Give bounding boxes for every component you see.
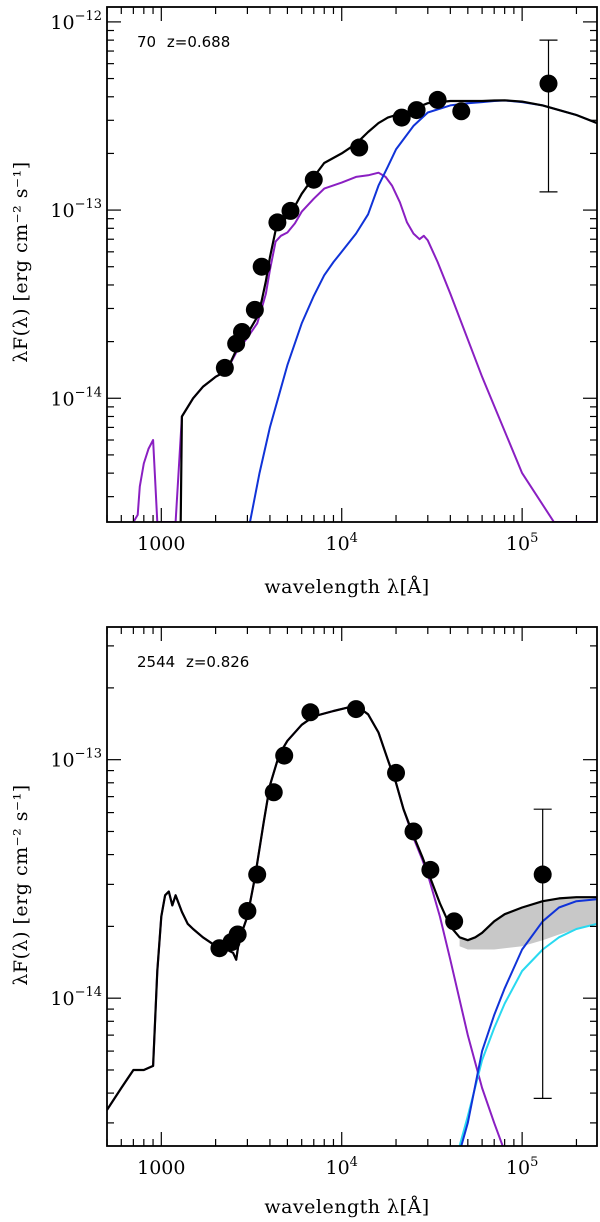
series-total-line <box>179 99 597 522</box>
x-tick-label: 1000 <box>137 1157 185 1179</box>
x-tick-label: 104 <box>325 531 357 555</box>
y-axis-title: λF(λ) [erg cm⁻² s⁻¹] <box>10 784 32 985</box>
plot-frame <box>106 626 598 1147</box>
data-point <box>228 925 247 944</box>
data-point <box>268 213 287 232</box>
data-point <box>275 746 294 765</box>
redshift: z=0.688 <box>167 33 230 51</box>
data-point <box>452 102 471 121</box>
x-tick-label: 105 <box>506 1155 538 1179</box>
series-host-galaxy-line <box>132 171 597 522</box>
y-tick-label: 10−14 <box>50 385 102 410</box>
series-torus-band-lower-line <box>458 922 597 1146</box>
x-tick-label: 105 <box>506 531 538 555</box>
data-point <box>533 865 552 884</box>
data-point <box>539 74 558 93</box>
x-tick-label: 1000 <box>137 533 185 555</box>
series-host-galaxy-line <box>107 706 504 1146</box>
x-axis-title: wavelength λ[Å] <box>264 576 429 598</box>
panel-label: 70 z=0.688 <box>137 33 230 51</box>
plot-frame <box>106 6 598 523</box>
data-point <box>301 703 320 722</box>
torus-uncertainty-band <box>459 897 597 950</box>
data-point <box>428 90 447 109</box>
data-point <box>445 912 464 931</box>
sed-panel-70: 1000 104 105 10−14 10−13 10−12 70 z=0.688 wav… <box>10 6 598 598</box>
data-point <box>238 902 257 921</box>
object-id: 2544 <box>137 653 175 671</box>
x-axis-title: wavelength λ[Å] <box>264 1196 429 1218</box>
data-point <box>304 170 323 189</box>
data-point <box>281 201 300 220</box>
series-total-line <box>107 706 597 1111</box>
x-tick-label: 104 <box>325 1155 357 1179</box>
y-tick-label: 10−13 <box>50 747 102 772</box>
data-point <box>350 138 369 157</box>
data-point <box>245 300 264 319</box>
series-torus-line <box>460 898 597 1146</box>
data-point <box>387 763 406 782</box>
series-torus-line <box>249 99 597 522</box>
photometry-points <box>210 700 552 1100</box>
y-tick-label: 10−13 <box>50 197 102 222</box>
photometry-points <box>215 39 558 377</box>
data-point <box>232 322 251 341</box>
data-point <box>404 822 423 841</box>
redshift: z=0.826 <box>186 653 249 671</box>
data-point <box>407 101 426 120</box>
object-id: 70 <box>137 33 156 51</box>
panel-label: 2544 z=0.826 <box>137 653 249 671</box>
y-tick-label: 10−12 <box>50 9 102 34</box>
data-point <box>215 358 234 377</box>
data-point <box>392 108 411 127</box>
data-point <box>347 700 366 719</box>
sed-panel-2544: 1000 104 105 10−14 10−13 2544 z=0.826 wavele… <box>10 626 598 1218</box>
data-point <box>248 865 267 884</box>
y-tick-label: 10−14 <box>50 985 102 1010</box>
data-point <box>252 257 271 276</box>
y-axis-title: λF(λ) [erg cm⁻² s⁻¹] <box>10 161 32 362</box>
data-point <box>264 783 283 802</box>
data-point <box>421 860 440 879</box>
